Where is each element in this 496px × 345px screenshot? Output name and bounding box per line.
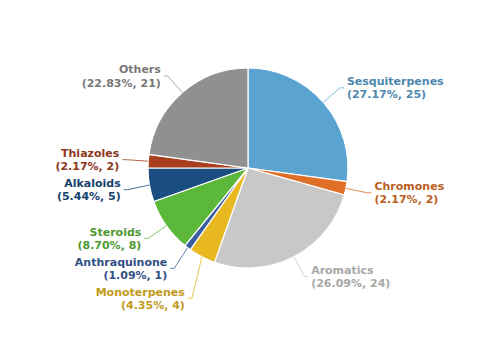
label-value: 8) [125, 239, 142, 252]
label-percentage: (27.17%, [347, 88, 402, 101]
data-label: Sesquiterpenes(27.17%, 25) [347, 75, 444, 101]
label-name: Aromatics [311, 264, 374, 277]
data-label: Alkaloids(5.44%, 5) [57, 177, 121, 203]
leader-line [144, 226, 166, 239]
label-value: 25) [402, 88, 426, 101]
data-label: Steroids(8.70%, 8) [77, 226, 141, 252]
leader-line [122, 160, 148, 162]
labels: Sesquiterpenes(27.17%, 25)Chromones(2.17… [55, 63, 444, 312]
label-name: Alkaloids [64, 177, 121, 190]
label-name: Chromones [374, 180, 444, 193]
label-value: 2) [422, 193, 439, 206]
label-value: 1) [151, 269, 168, 282]
label-percentage: (2.17%, [55, 160, 102, 173]
label-name: Thiazoles [61, 147, 120, 160]
pie-slice [248, 68, 348, 182]
pie-slice [148, 168, 248, 201]
leader-line [294, 257, 308, 277]
data-label: Monoterpenes(4.35%, 4) [96, 286, 186, 312]
label-percentage: (4.35%, [121, 299, 168, 312]
label-name: Monoterpenes [96, 286, 186, 299]
label-percentage: (5.44%, [57, 190, 104, 203]
data-label: Others(22.83%, 21) [82, 63, 162, 89]
label-value: 21) [137, 76, 161, 89]
leader-line [164, 76, 182, 93]
pie [148, 68, 348, 268]
chart: Sesquiterpenes(27.17%, 25)Chromones(2.17… [0, 0, 496, 345]
label-value: 24) [366, 277, 390, 290]
leader-line [346, 188, 372, 192]
data-label: Thiazoles(2.17%, 2) [55, 147, 119, 173]
label-name: Steroids [90, 226, 142, 239]
leader-line [170, 248, 187, 269]
data-label: Anthraquinone(1.09%, 1) [75, 256, 167, 282]
label-value: 4) [168, 299, 185, 312]
leader-line [323, 88, 344, 102]
label-percentage: (22.83%, [82, 76, 137, 89]
label-percentage: (8.70%, [77, 239, 124, 252]
label-name: Anthraquinone [75, 256, 167, 269]
leader-line [124, 185, 150, 190]
pie-slice [149, 68, 248, 168]
label-value: 5) [104, 190, 121, 203]
data-label: Chromones(2.17%, 2) [374, 180, 444, 206]
label-name: Others [119, 63, 161, 76]
label-value: 2) [103, 160, 120, 173]
leader-line [188, 257, 202, 299]
data-label: Aromatics(26.09%, 24) [311, 264, 390, 290]
label-name: Sesquiterpenes [347, 75, 444, 88]
label-percentage: (2.17%, [374, 193, 421, 206]
label-percentage: (26.09%, [311, 277, 366, 290]
label-percentage: (1.09%, [103, 269, 150, 282]
